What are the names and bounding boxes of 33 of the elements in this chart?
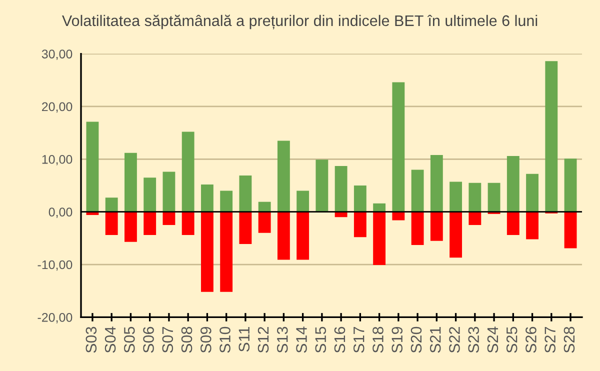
x-tick-label: S09 <box>200 326 212 353</box>
x-tick-label: S14 <box>296 326 307 353</box>
x-tick-label: S04 <box>104 326 116 353</box>
x-tick-label: S18 <box>372 326 384 353</box>
y-tick-label: 30,00 <box>42 50 72 60</box>
y-tick-label: -10,00 <box>38 260 72 271</box>
x-tick-label: S03 <box>86 326 97 353</box>
x-tick-label: S08 <box>181 326 192 353</box>
y-tick-label: -20,00 <box>38 313 72 324</box>
x-tick-label: S05 <box>124 326 135 353</box>
x-tick-label: S10 <box>220 326 230 353</box>
x-tick-label: S23 <box>468 326 480 353</box>
x-tick-label: S13 <box>276 326 288 353</box>
y-tick-label: 10,00 <box>42 154 72 166</box>
x-tick-label: S24 <box>487 326 498 353</box>
x-tick-label: S11 <box>238 326 250 352</box>
y-tick-label: 0,00 <box>48 208 72 218</box>
x-tick-label: S27 <box>544 327 556 353</box>
x-tick-label: S25 <box>506 326 518 353</box>
x-tick-label: S07 <box>162 327 174 353</box>
x-tick-label: S15 <box>315 326 326 353</box>
x-tick-label: S12 <box>258 327 269 353</box>
x-tick-label: S17 <box>353 327 364 353</box>
x-tick-label: S22 <box>449 327 460 353</box>
x-tick-label: S16 <box>334 326 346 353</box>
y-tick-label: 20,00 <box>42 102 72 113</box>
chart-title: Volatilitatea săptămânală a prețurilor din indicele BET în ultimele 6 luni <box>62 14 538 30</box>
x-tick-label: S19 <box>392 326 403 353</box>
x-tick-label: S21 <box>430 326 441 353</box>
x-tick-label: S28 <box>564 326 575 353</box>
x-tick-label: S20 <box>410 326 422 353</box>
x-tick-label: S26 <box>526 326 536 353</box>
x-tick-label: S06 <box>143 326 154 353</box>
